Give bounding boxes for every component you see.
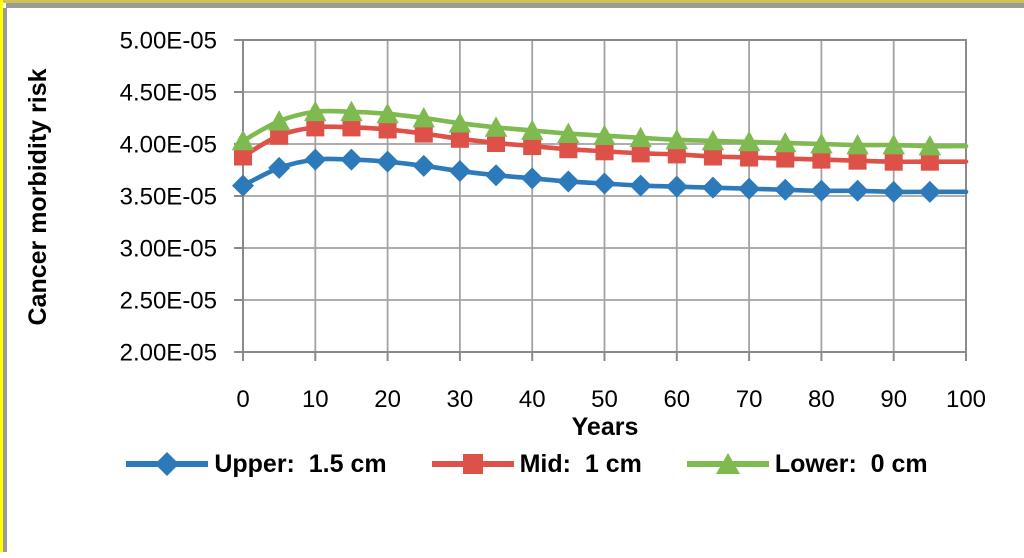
- series-marker: [810, 179, 833, 202]
- series-marker: [378, 120, 397, 139]
- frame-left-accent-line: [0, 0, 3, 552]
- legend-item-label: Upper: 1.5 cm: [214, 450, 387, 478]
- series-marker: [595, 142, 614, 161]
- x-axis-title: Years: [571, 413, 639, 441]
- x-tick-label: 30: [447, 386, 474, 413]
- series-marker: [232, 174, 254, 197]
- series-marker: [340, 100, 363, 122]
- series-marker: [340, 148, 363, 171]
- series-marker: [376, 150, 399, 173]
- x-tick-label: 50: [591, 386, 618, 413]
- series-marker: [559, 140, 578, 159]
- series-marker: [233, 147, 253, 166]
- square-legend-marker-icon: [431, 454, 514, 474]
- x-tick-label: 20: [374, 386, 401, 413]
- series-marker: [268, 156, 291, 179]
- triangle-legend-marker-icon: [686, 453, 769, 474]
- legend-item: Lower: 0 cm: [686, 446, 928, 482]
- series-marker: [376, 102, 399, 124]
- y-tick-label: 3.00E-05: [120, 236, 217, 263]
- x-tick-label: 60: [663, 386, 690, 413]
- series-marker: [304, 100, 327, 122]
- series-marker: [487, 133, 506, 152]
- y-tick-label: 4.00E-05: [120, 132, 217, 159]
- series-marker: [701, 129, 725, 151]
- legend-item: Upper: 1.5 cm: [126, 446, 387, 482]
- x-tick-label: 80: [808, 386, 835, 413]
- series-marker: [629, 174, 652, 197]
- series-marker: [267, 110, 291, 131]
- series-marker: [521, 167, 544, 190]
- series-marker: [557, 170, 580, 193]
- series-marker: [884, 152, 903, 171]
- series-marker: [848, 151, 867, 170]
- series-marker: [774, 178, 797, 201]
- series-marker: [737, 130, 761, 152]
- series-marker: [342, 118, 361, 137]
- y-tick-label: 2.00E-05: [120, 340, 217, 367]
- frame-top-accent-line: [0, 0, 1024, 3]
- series-marker: [412, 154, 435, 177]
- y-tick-label: 4.50E-05: [120, 80, 217, 107]
- series-marker: [776, 149, 795, 168]
- series-marker: [703, 147, 722, 166]
- series-marker: [448, 112, 472, 133]
- series-marker: [629, 126, 652, 148]
- legend-item-label: Lower: 0 cm: [774, 450, 928, 478]
- legend-item-label: Mid: 1 cm: [519, 450, 642, 478]
- series-marker: [665, 175, 688, 198]
- series-marker: [665, 128, 689, 150]
- series-marker: [631, 144, 650, 163]
- x-tick-label: 90: [880, 386, 907, 413]
- series-marker: [846, 134, 869, 155]
- series-marker: [306, 118, 325, 137]
- series-marker: [304, 148, 327, 171]
- series-marker: [810, 133, 833, 154]
- series-marker: [701, 176, 724, 199]
- x-tick-label: 0: [236, 386, 249, 413]
- series-marker: [593, 124, 616, 146]
- series-marker: [520, 119, 544, 140]
- series-marker: [738, 177, 761, 200]
- frame-left-gray-line: [3, 8, 7, 552]
- series-marker: [920, 152, 939, 171]
- series-marker: [812, 150, 831, 169]
- series-marker: [448, 160, 471, 183]
- x-tick-label: 100: [946, 386, 986, 413]
- series-marker: [846, 179, 869, 202]
- series-marker: [270, 126, 289, 145]
- y-tick-label: 2.50E-05: [120, 288, 217, 315]
- series-marker: [918, 180, 941, 203]
- legend-item: Mid: 1 cm: [431, 446, 642, 482]
- series-marker: [450, 129, 469, 148]
- series-marker: [484, 116, 508, 137]
- series-marker: [231, 129, 255, 151]
- series-marker: [593, 172, 616, 195]
- series-marker: [523, 137, 542, 156]
- series-marker: [740, 148, 759, 167]
- chart-legend: Upper: 1.5 cm Mid: 1 cm Lower: 0 cm: [0, 446, 1024, 482]
- series-marker: [882, 180, 905, 203]
- frame-top-gray-line: [6, 3, 1024, 8]
- series-marker: [485, 164, 508, 187]
- series-marker: [414, 124, 433, 143]
- series-marker: [667, 145, 686, 164]
- x-tick-label: 70: [736, 386, 763, 413]
- diamond-legend-marker-icon: [126, 452, 209, 476]
- series-marker: [918, 135, 942, 156]
- series-marker: [557, 122, 580, 143]
- series-marker: [774, 131, 797, 153]
- series-marker: [412, 107, 435, 128]
- x-tick-label: 10: [302, 386, 329, 413]
- x-tick-label: 40: [519, 386, 546, 413]
- y-axis-title: Cancer morbidity risk: [24, 68, 52, 326]
- y-tick-label: 5.00E-05: [120, 28, 217, 55]
- y-tick-label: 3.50E-05: [120, 184, 217, 211]
- series-marker: [882, 134, 905, 155]
